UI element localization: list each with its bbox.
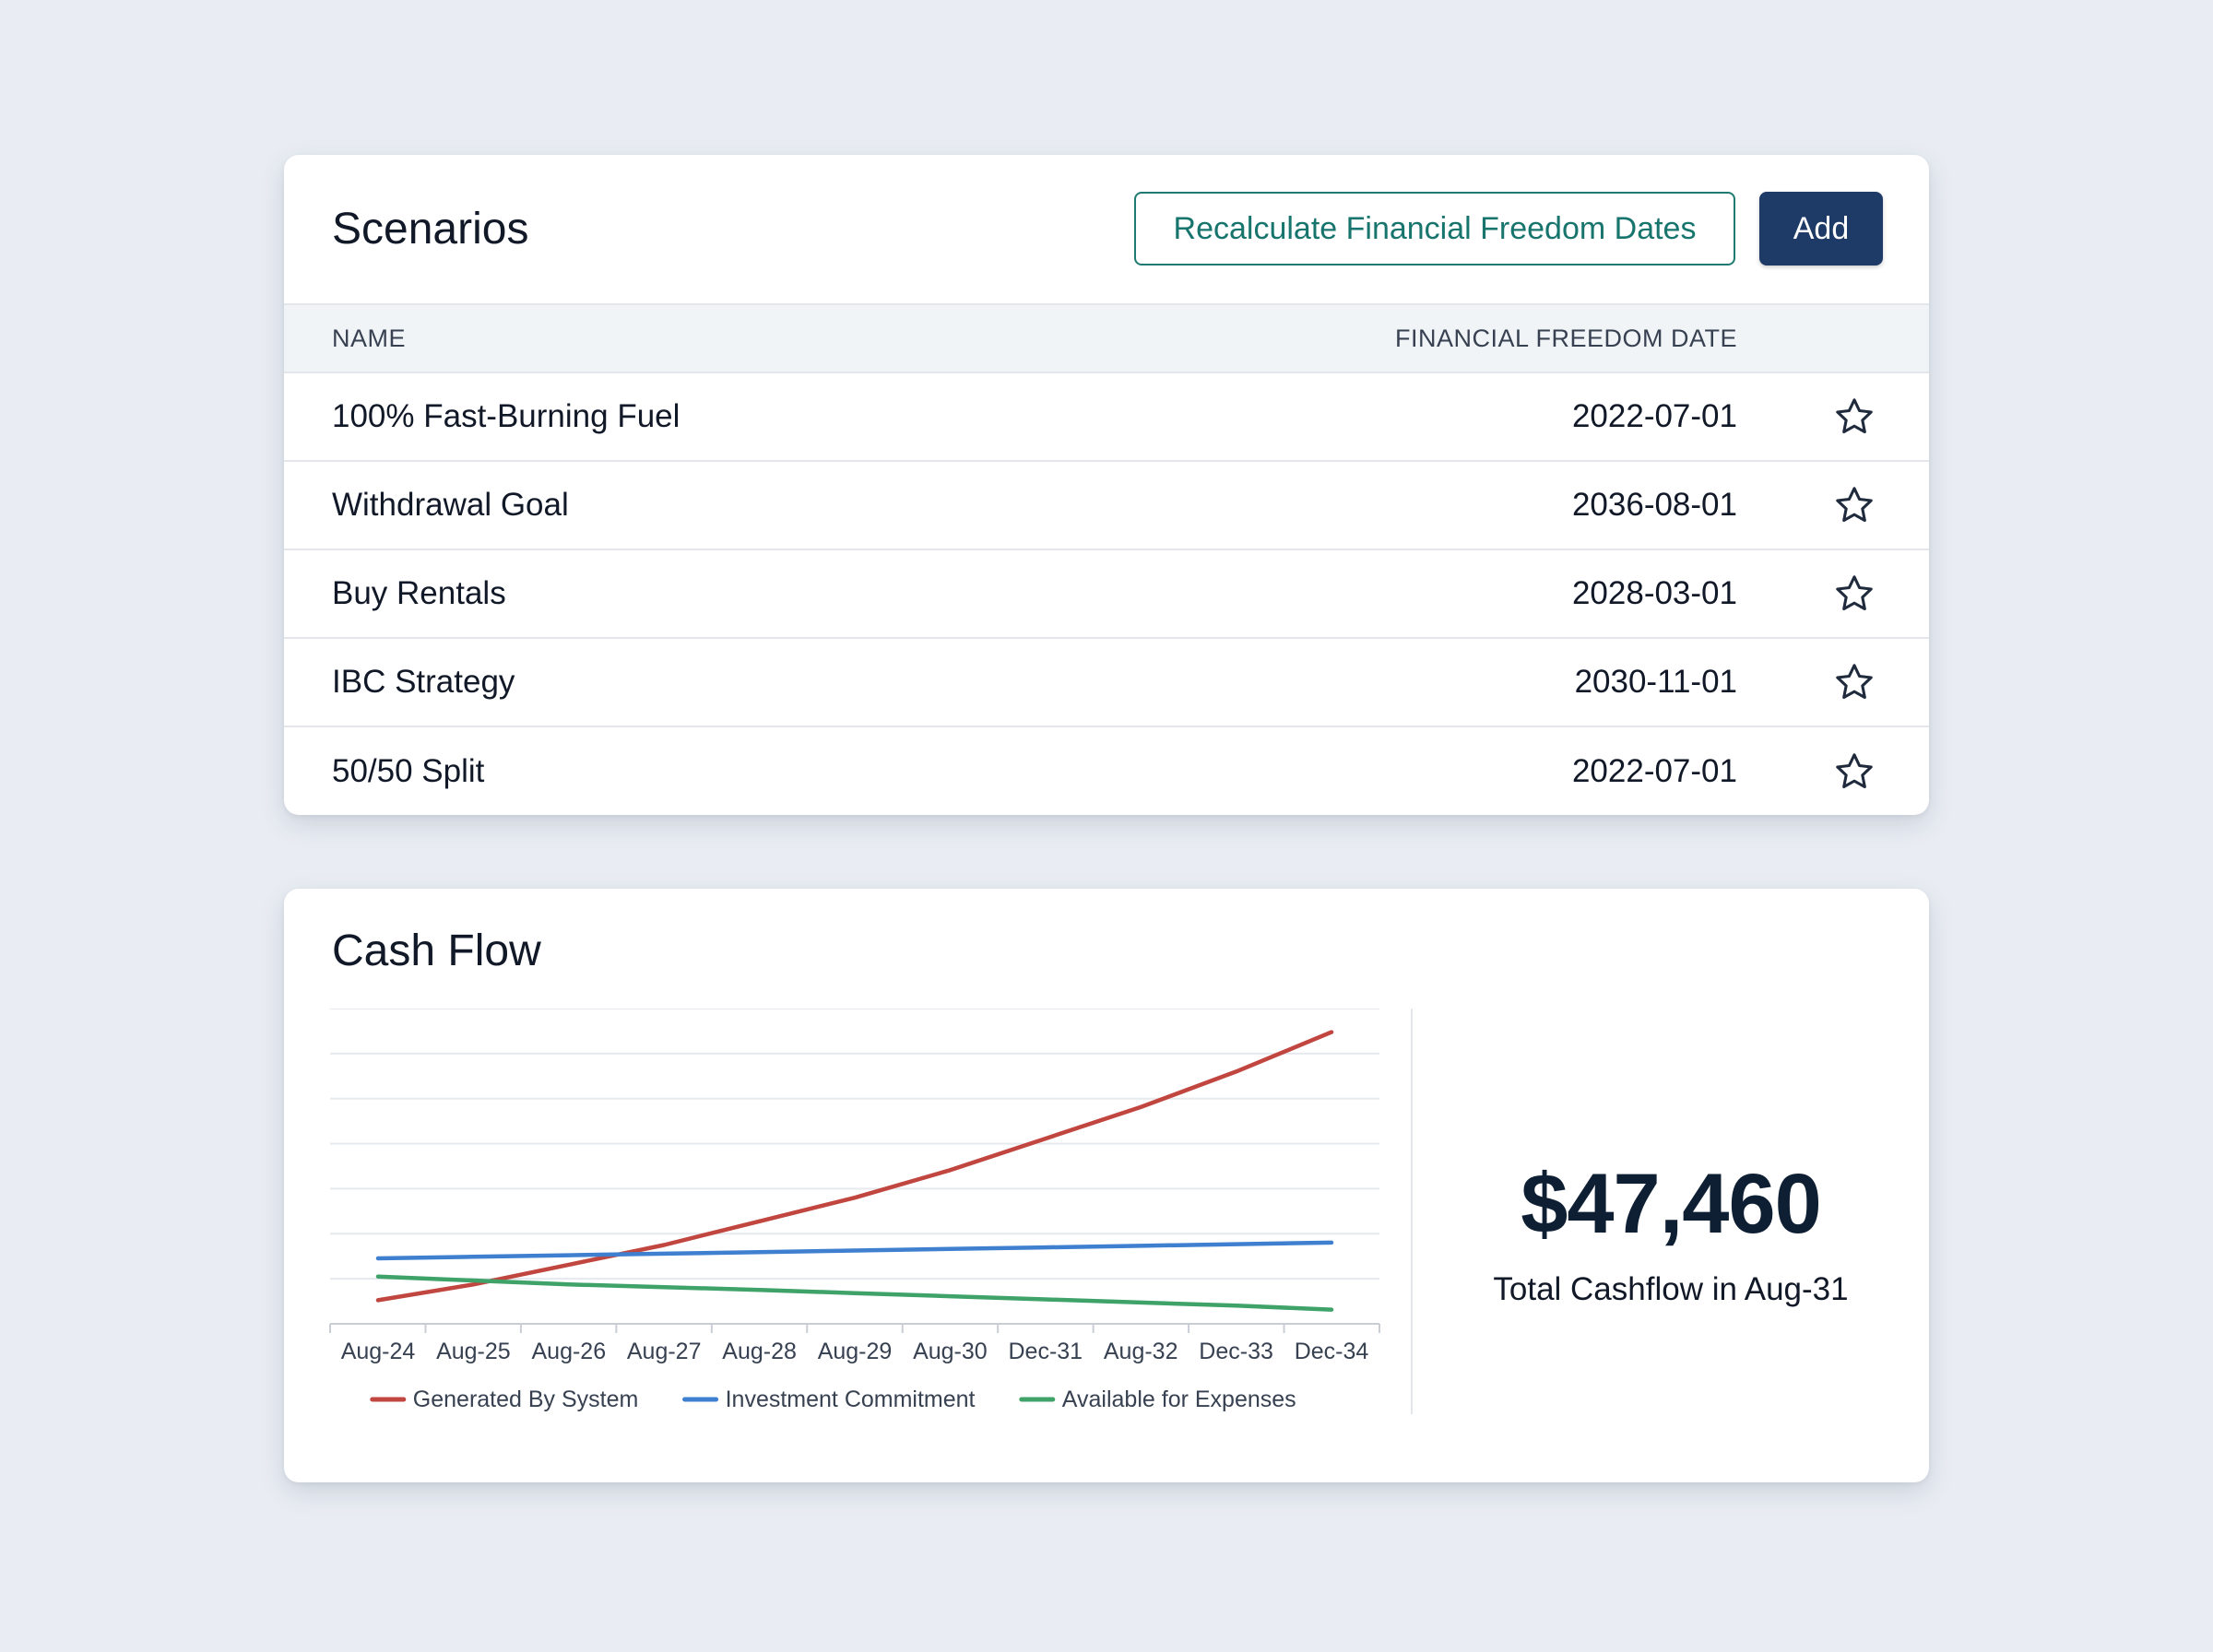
scenarios-header: Scenarios Recalculate Financial Freedom … bbox=[284, 155, 1929, 303]
star-icon[interactable] bbox=[1833, 661, 1876, 703]
scenario-date: 2022-07-01 bbox=[1571, 398, 1737, 434]
table-row[interactable]: 100% Fast-Burning Fuel 2022-07-01 bbox=[284, 373, 1929, 462]
x-tick-label: Aug-27 bbox=[627, 1339, 702, 1364]
scenario-date: 2028-03-01 bbox=[1571, 575, 1737, 611]
scenario-date: 2030-11-01 bbox=[1574, 664, 1737, 700]
table-header: NAME FINANCIAL FREEDOM DATE bbox=[284, 303, 1929, 373]
add-button[interactable]: Add bbox=[1759, 192, 1883, 266]
scenarios-actions: Recalculate Financial Freedom Dates Add bbox=[1134, 192, 1883, 266]
series-line-available-for-expenses bbox=[375, 1274, 1334, 1312]
legend-label-generated-by-system: Generated By System bbox=[413, 1386, 639, 1412]
cashflow-chart: Aug-24 Aug-25 Aug-26 Aug-27 Aug-28 Aug-29 Aug-… bbox=[329, 1009, 1380, 1412]
column-header-date: FINANCIAL FREEDOM DATE bbox=[1394, 324, 1737, 352]
table-row[interactable]: Buy Rentals 2028-03-01 bbox=[284, 550, 1929, 639]
table-row[interactable]: Withdrawal Goal 2036-08-01 bbox=[284, 462, 1929, 550]
scenario-name: Withdrawal Goal bbox=[332, 487, 569, 523]
x-tick-label: Aug-32 bbox=[1104, 1339, 1178, 1364]
cashflow-card: Cash Flow Aug-24 Aug-25 Aug-26 Aug-27 Aug-28… bbox=[284, 889, 1929, 1482]
scenario-date: 2036-08-01 bbox=[1571, 487, 1737, 523]
x-tick-label: Aug-26 bbox=[531, 1339, 606, 1364]
star-icon[interactable] bbox=[1833, 395, 1876, 438]
series-line-generated-by-system bbox=[375, 1030, 1334, 1303]
table-row[interactable]: IBC Strategy 2030-11-01 bbox=[284, 639, 1929, 727]
cashflow-title: Cash Flow bbox=[332, 926, 541, 975]
chart-divider bbox=[1411, 1009, 1413, 1414]
table-row[interactable]: 50/50 Split 2022-07-01 bbox=[284, 727, 1929, 815]
series-line-investment-commitment bbox=[375, 1240, 1334, 1261]
star-icon[interactable] bbox=[1833, 750, 1876, 793]
x-tick-label: Aug-28 bbox=[722, 1339, 797, 1364]
x-tick-label: Aug-29 bbox=[818, 1339, 893, 1364]
star-icon[interactable] bbox=[1833, 572, 1876, 615]
column-header-name: NAME bbox=[332, 324, 407, 352]
x-tick-label: Dec-31 bbox=[1009, 1339, 1083, 1364]
kpi-panel: $47,460 Total Cashflow in Aug-31 bbox=[1413, 1156, 1929, 1308]
x-tick-label: Aug-30 bbox=[913, 1339, 988, 1364]
scenario-name: Buy Rentals bbox=[332, 575, 506, 611]
scenarios-title: Scenarios bbox=[332, 205, 529, 254]
scenario-date: 2022-07-01 bbox=[1571, 753, 1737, 789]
legend-label-available-for-expenses: Available for Expenses bbox=[1062, 1386, 1296, 1412]
kpi-label: Total Cashflow in Aug-31 bbox=[1493, 1271, 1849, 1307]
x-tick-label: Dec-33 bbox=[1199, 1339, 1273, 1364]
kpi-value: $47,460 bbox=[1521, 1157, 1822, 1251]
star-icon[interactable] bbox=[1833, 484, 1876, 526]
x-tick-label: Dec-34 bbox=[1295, 1339, 1369, 1364]
scenario-name: 100% Fast-Burning Fuel bbox=[332, 398, 680, 434]
x-tick-label: Aug-24 bbox=[341, 1339, 416, 1364]
recalculate-button[interactable]: Recalculate Financial Freedom Dates bbox=[1134, 192, 1735, 266]
scenario-name: 50/50 Split bbox=[332, 753, 485, 789]
scenarios-card: Scenarios Recalculate Financial Freedom … bbox=[284, 155, 1929, 815]
scenario-list: 100% Fast-Burning Fuel 2022-07-01 Withdr… bbox=[284, 373, 1929, 815]
scenario-name: IBC Strategy bbox=[332, 664, 515, 700]
legend-label-investment-commitment: Investment Commitment bbox=[726, 1386, 976, 1412]
x-tick-label: Aug-25 bbox=[436, 1339, 511, 1364]
